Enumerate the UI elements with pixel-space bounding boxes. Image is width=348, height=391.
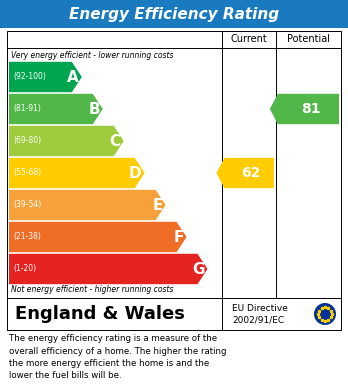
Text: F: F	[173, 230, 183, 244]
Text: (39-54): (39-54)	[13, 201, 41, 210]
Polygon shape	[270, 94, 339, 124]
Text: D: D	[129, 165, 142, 181]
Text: 81: 81	[301, 102, 320, 116]
Polygon shape	[9, 190, 166, 220]
Text: (92-100): (92-100)	[13, 72, 46, 81]
Text: Not energy efficient - higher running costs: Not energy efficient - higher running co…	[11, 285, 174, 294]
Text: (69-80): (69-80)	[13, 136, 41, 145]
Polygon shape	[9, 222, 187, 252]
Text: C: C	[110, 133, 121, 149]
Text: The energy efficiency rating is a measure of the
overall efficiency of a home. T: The energy efficiency rating is a measur…	[9, 334, 227, 380]
Polygon shape	[9, 126, 124, 156]
Text: EU Directive
2002/91/EC: EU Directive 2002/91/EC	[232, 303, 288, 325]
Text: (21-38): (21-38)	[13, 233, 41, 242]
Polygon shape	[9, 94, 103, 124]
Text: (1-20): (1-20)	[13, 264, 36, 273]
Text: Very energy efficient - lower running costs: Very energy efficient - lower running co…	[11, 52, 174, 61]
Text: Current: Current	[231, 34, 268, 45]
Bar	[0, 0, 348, 28]
Text: Potential: Potential	[287, 34, 330, 45]
Polygon shape	[9, 62, 82, 92]
Polygon shape	[9, 158, 145, 188]
Polygon shape	[216, 158, 274, 188]
Text: 62: 62	[242, 166, 261, 180]
Polygon shape	[9, 254, 207, 284]
Text: E: E	[152, 197, 163, 212]
Text: (55-68): (55-68)	[13, 169, 41, 178]
Text: England & Wales: England & Wales	[15, 305, 185, 323]
Circle shape	[314, 303, 336, 325]
Text: B: B	[88, 102, 100, 117]
Text: Energy Efficiency Rating: Energy Efficiency Rating	[69, 7, 279, 22]
Text: A: A	[67, 70, 79, 84]
Text: (81-91): (81-91)	[13, 104, 41, 113]
Text: G: G	[192, 262, 205, 276]
Bar	[7, 298, 341, 330]
Bar	[7, 31, 341, 298]
